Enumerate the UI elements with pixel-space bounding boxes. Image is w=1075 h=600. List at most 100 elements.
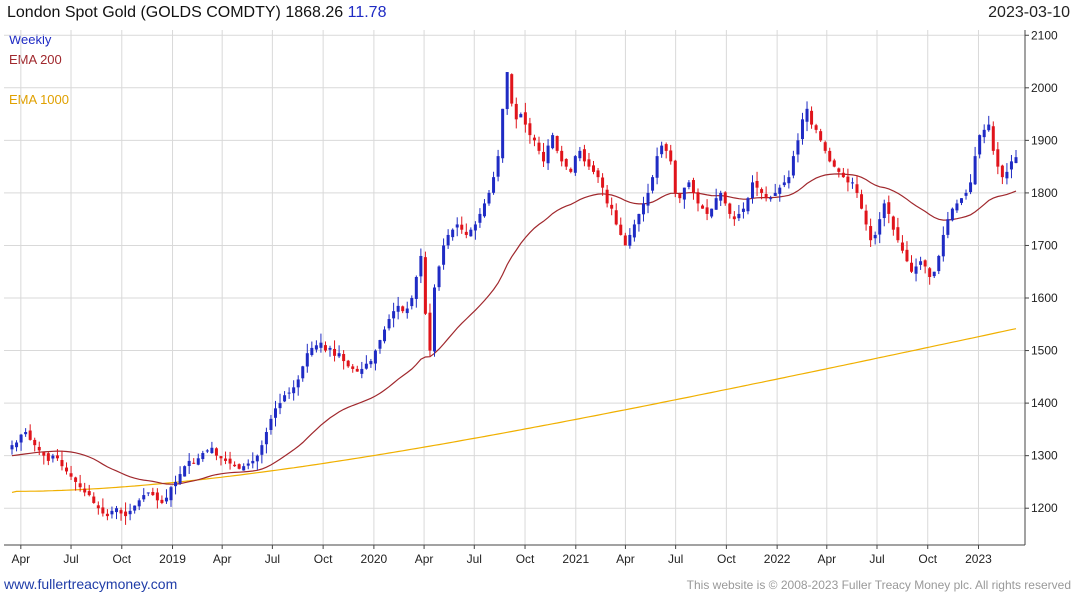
candle-body bbox=[296, 379, 300, 388]
candle-body bbox=[224, 458, 228, 461]
candle-body bbox=[919, 261, 923, 265]
candle-body bbox=[501, 108, 505, 159]
candle-body bbox=[646, 192, 650, 206]
candle-body bbox=[987, 124, 991, 131]
candle-body bbox=[637, 213, 641, 225]
candle-body bbox=[455, 224, 459, 228]
candle-body bbox=[832, 160, 836, 167]
candle-body bbox=[864, 210, 868, 225]
candle-body bbox=[487, 192, 491, 204]
candle-body bbox=[900, 242, 904, 251]
candle-body bbox=[723, 192, 727, 204]
candle-body bbox=[205, 450, 209, 452]
candle-body bbox=[46, 453, 50, 461]
candle-body bbox=[710, 208, 714, 217]
ema200-line bbox=[11, 173, 1017, 485]
y-tick-label: 1300 bbox=[1031, 449, 1058, 463]
candle-body bbox=[601, 177, 605, 188]
candle-body bbox=[287, 392, 291, 394]
candle-body bbox=[910, 262, 914, 272]
candle-body bbox=[405, 308, 409, 314]
x-tick-label: Apr bbox=[616, 552, 635, 566]
candle-body bbox=[691, 180, 695, 193]
site-link[interactable]: www.fullertreacymoney.com bbox=[4, 576, 178, 592]
candle-body bbox=[514, 103, 518, 120]
y-tick-label: 1200 bbox=[1031, 501, 1058, 515]
candle-body bbox=[469, 229, 473, 237]
candle-body bbox=[432, 287, 436, 352]
candle-body bbox=[673, 160, 677, 193]
candle-body bbox=[542, 151, 546, 162]
candles bbox=[10, 72, 1018, 525]
candle-body bbox=[460, 224, 464, 230]
candle-body bbox=[278, 403, 282, 409]
candle-body bbox=[946, 219, 950, 235]
x-tick-label: Jul bbox=[265, 552, 280, 566]
candle-body bbox=[464, 231, 468, 235]
candle-body bbox=[92, 496, 96, 503]
x-tick-label: 2021 bbox=[562, 552, 589, 566]
candle-body bbox=[378, 340, 382, 349]
candle-body bbox=[655, 156, 659, 178]
candle-body bbox=[937, 255, 941, 272]
candle-body bbox=[782, 182, 786, 186]
candle-body bbox=[410, 298, 414, 307]
candle-body bbox=[146, 492, 150, 494]
candle-body bbox=[950, 208, 954, 221]
candle-body bbox=[110, 510, 114, 515]
candle-body bbox=[219, 456, 223, 459]
x-tick-label: Jul bbox=[63, 552, 78, 566]
candle-body bbox=[178, 474, 182, 484]
candle-body bbox=[619, 224, 623, 235]
x-tick-label: 2020 bbox=[361, 552, 388, 566]
candle-body bbox=[228, 458, 232, 464]
x-tick-label: Oct bbox=[516, 552, 535, 566]
candle-body bbox=[360, 368, 364, 374]
candle-body bbox=[101, 507, 105, 514]
candle-body bbox=[551, 135, 555, 149]
candle-body bbox=[955, 203, 959, 211]
candle-body bbox=[828, 150, 832, 162]
candle-body bbox=[850, 182, 854, 184]
candle-body bbox=[446, 234, 450, 246]
axes bbox=[4, 30, 1026, 546]
candle-body bbox=[687, 182, 691, 188]
candle-body bbox=[1014, 157, 1018, 164]
chart-title: London Spot Gold (GOLDS COMDTY) 1868.26 … bbox=[7, 4, 386, 22]
candle-body bbox=[741, 208, 745, 212]
candle-body bbox=[923, 260, 927, 267]
candle-body bbox=[669, 150, 673, 162]
x-tick-label: Oct bbox=[717, 552, 736, 566]
candle-body bbox=[682, 187, 686, 200]
candle-body bbox=[805, 108, 809, 122]
candle-body bbox=[678, 193, 682, 199]
candle-body bbox=[705, 207, 709, 214]
candle-body bbox=[373, 350, 377, 364]
chart-date: 2023-03-10 bbox=[988, 4, 1070, 21]
x-tick-label: Apr bbox=[11, 552, 30, 566]
candle-body bbox=[546, 145, 550, 164]
candle-body bbox=[242, 466, 246, 471]
ema1000-path bbox=[11, 328, 1017, 493]
candle-body bbox=[124, 511, 128, 517]
x-tick-label: Jul bbox=[869, 552, 884, 566]
candle-body bbox=[196, 458, 200, 465]
candle-body bbox=[628, 234, 632, 246]
candle-body bbox=[991, 126, 995, 151]
candle-body bbox=[305, 353, 309, 367]
candle-body bbox=[355, 368, 359, 372]
candle-body bbox=[1000, 165, 1004, 178]
candle-body bbox=[337, 353, 341, 357]
candle-body bbox=[482, 203, 486, 217]
candle-body bbox=[928, 268, 932, 277]
candle-body bbox=[210, 447, 214, 454]
candle-body bbox=[614, 210, 618, 225]
candle-body bbox=[714, 198, 718, 210]
candle-body bbox=[632, 224, 636, 238]
candle-body bbox=[473, 224, 477, 231]
candle-body bbox=[800, 119, 804, 140]
candle-body bbox=[119, 510, 123, 514]
y-tick-label: 1800 bbox=[1031, 186, 1058, 200]
candle-body bbox=[887, 202, 891, 214]
